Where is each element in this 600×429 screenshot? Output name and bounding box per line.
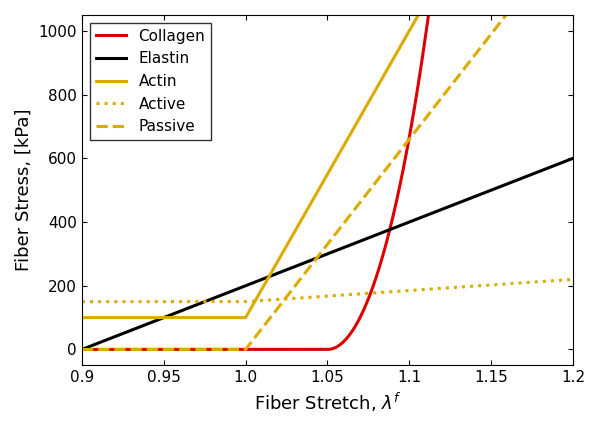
Elastin	[317, 254, 324, 259]
Collagen	[103, 347, 110, 352]
Collagen	[317, 347, 324, 352]
Actin	[304, 206, 311, 211]
Line: Passive: Passive	[82, 0, 573, 350]
Active	[555, 278, 562, 283]
Active	[465, 284, 472, 289]
Line: Active: Active	[82, 279, 573, 302]
Legend: Collagen, Elastin, Actin, Active, Passive: Collagen, Elastin, Actin, Active, Passiv…	[89, 23, 211, 140]
Elastin	[79, 347, 86, 352]
Collagen	[304, 347, 311, 352]
Actin	[103, 315, 110, 320]
Passive	[317, 251, 324, 256]
Line: Collagen: Collagen	[82, 0, 573, 350]
Active	[79, 299, 86, 304]
Active	[569, 277, 577, 282]
Elastin	[555, 161, 562, 166]
Elastin	[103, 337, 110, 342]
Elastin	[465, 196, 472, 202]
Line: Actin: Actin	[82, 0, 573, 317]
Passive	[103, 347, 110, 352]
Active	[304, 295, 311, 300]
Passive	[79, 347, 86, 352]
Actin	[79, 315, 86, 320]
Elastin	[555, 161, 562, 166]
Active	[317, 294, 324, 299]
Passive	[304, 267, 311, 272]
Line: Elastin: Elastin	[82, 158, 573, 350]
Actin	[317, 184, 324, 189]
Passive	[465, 60, 472, 66]
Collagen	[79, 347, 86, 352]
X-axis label: Fiber Stretch, $\lambda^f$: Fiber Stretch, $\lambda^f$	[254, 391, 401, 414]
Active	[103, 299, 110, 304]
Y-axis label: Fiber Stress, [kPa]: Fiber Stress, [kPa]	[15, 109, 33, 272]
Active	[555, 278, 562, 283]
Elastin	[304, 259, 311, 264]
Elastin	[569, 156, 577, 161]
